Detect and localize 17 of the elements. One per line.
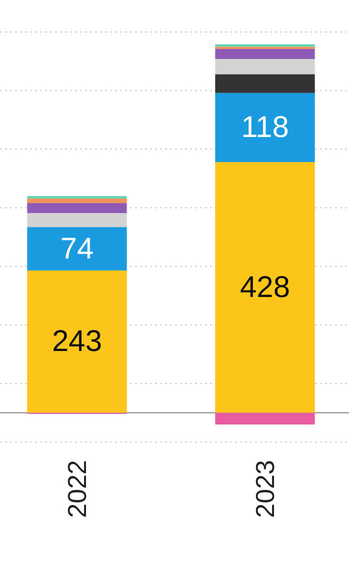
x-tick-label: 2022 xyxy=(62,460,92,518)
bar xyxy=(215,412,315,424)
bar xyxy=(215,58,315,74)
bar xyxy=(27,270,127,413)
bar xyxy=(215,92,315,162)
bar xyxy=(215,48,315,59)
bar xyxy=(27,198,127,204)
x-tick-label: 2023 xyxy=(250,460,280,518)
data-label: 428 xyxy=(240,270,290,304)
bar xyxy=(27,203,127,214)
data-label: 74 xyxy=(60,232,94,266)
data-label: 243 xyxy=(52,325,102,358)
bar xyxy=(215,74,315,93)
bar xyxy=(27,213,127,228)
bar xyxy=(215,162,315,413)
data-label: 118 xyxy=(241,110,289,144)
bar xyxy=(27,227,127,270)
